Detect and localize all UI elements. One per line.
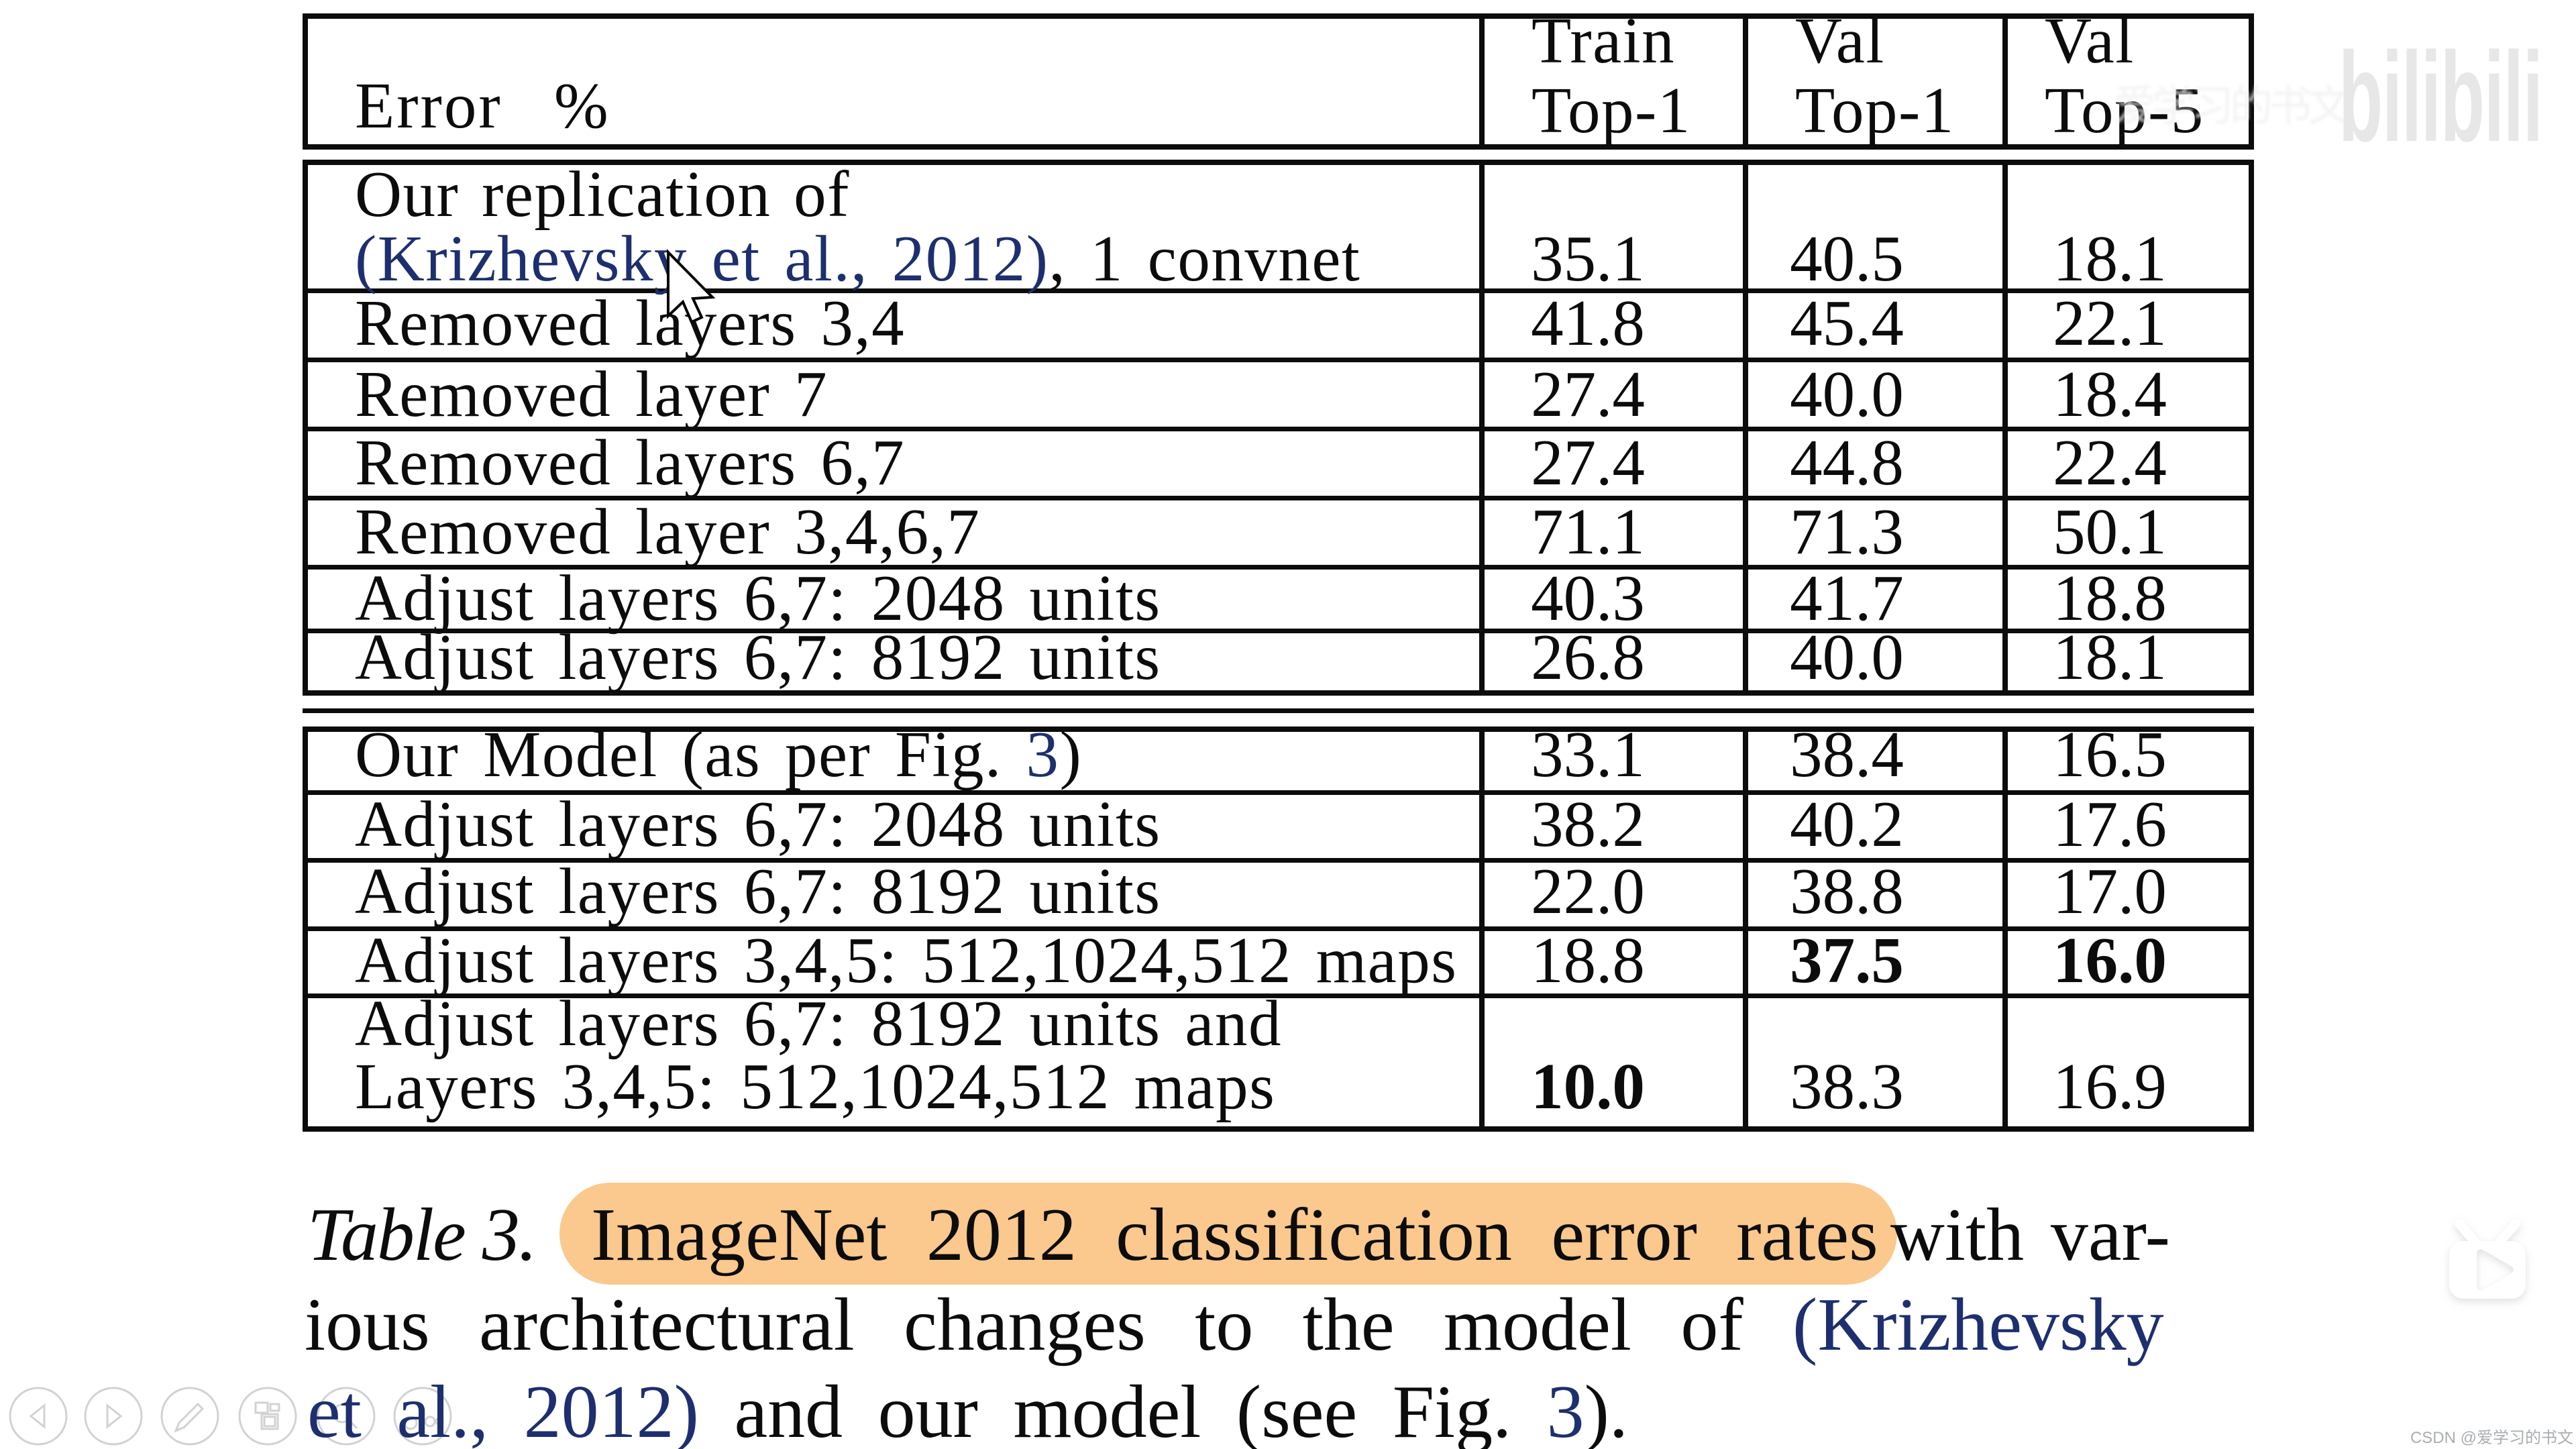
svg-text:27.4: 27.4: [1531, 358, 1645, 430]
svg-text:45.4: 45.4: [1790, 287, 1904, 359]
svg-text:Removed layer 7: Removed layer 7: [355, 358, 828, 430]
svg-text:50.1: 50.1: [2053, 496, 2167, 568]
svg-text:22.1: 22.1: [2053, 287, 2167, 359]
svg-text:Layers 3,4,5: 512,1024,512 map: Layers 3,4,5: 512,1024,512 maps: [355, 1051, 1275, 1122]
svg-text:16.5: 16.5: [2053, 718, 2167, 790]
svg-text:Adjust layers 6,7: 2048 units: Adjust layers 6,7: 2048 units: [355, 788, 1161, 860]
svg-text:Removed layers 3,4: Removed layers 3,4: [355, 287, 905, 359]
svg-text:44.8: 44.8: [1790, 427, 1904, 498]
svg-text:37.5: 37.5: [1790, 924, 1904, 996]
svg-text:18.4: 18.4: [2053, 358, 2167, 430]
svg-text:22.4: 22.4: [2053, 427, 2167, 498]
svg-text:33.1: 33.1: [1531, 718, 1645, 790]
svg-text:Top-5: Top-5: [2045, 74, 2204, 146]
svg-text:CSDN @爱学习的书文: CSDN @爱学习的书文: [2410, 1429, 2573, 1447]
svg-text:Train: Train: [1532, 5, 1675, 76]
svg-text:bilibili: bilibili: [2339, 25, 2542, 168]
svg-text:40.0: 40.0: [1790, 621, 1904, 693]
svg-text:Adjust layers 6,7: 8192 units: Adjust layers 6,7: 8192 units: [355, 855, 1161, 927]
svg-text:Val: Val: [2045, 5, 2135, 76]
svg-text:17.0: 17.0: [2053, 855, 2167, 927]
svg-text:Adjust layers 6,7: 2048 units: Adjust layers 6,7: 2048 units: [355, 562, 1161, 634]
svg-text:35.1: 35.1: [1531, 223, 1645, 294]
svg-text:40.5: 40.5: [1790, 223, 1904, 294]
svg-text:26.8: 26.8: [1531, 621, 1645, 693]
svg-text:with var-: with var-: [1890, 1193, 2170, 1277]
svg-text:16.9: 16.9: [2053, 1051, 2167, 1122]
svg-text:Top-1: Top-1: [1795, 74, 1955, 146]
svg-text:40.3: 40.3: [1531, 562, 1645, 634]
svg-text:Error %: Error %: [355, 70, 610, 142]
svg-text:38.2: 38.2: [1531, 788, 1645, 860]
svg-text:41.8: 41.8: [1531, 287, 1645, 359]
svg-text:18.1: 18.1: [2053, 223, 2167, 294]
svg-text:ImageNet 2012 classification e: ImageNet 2012 classification error rates: [591, 1193, 1878, 1277]
svg-text:71.3: 71.3: [1790, 496, 1904, 568]
svg-text:38.8: 38.8: [1790, 855, 1904, 927]
svg-text:38.4: 38.4: [1790, 718, 1904, 790]
svg-text:18.1: 18.1: [2053, 621, 2167, 693]
svg-text:40.2: 40.2: [1790, 788, 1904, 860]
svg-text:38.3: 38.3: [1790, 1051, 1904, 1122]
svg-text:et al., 2012) and our model (s: et al., 2012) and our model (see Fig. 3)…: [307, 1371, 1628, 1449]
svg-text:17.6: 17.6: [2053, 788, 2167, 860]
svg-text:Adjust layers 3,4,5: 512,1024,: Adjust layers 3,4,5: 512,1024,512 maps: [355, 924, 1458, 996]
svg-text:Adjust layers 6,7: 8192 units: Adjust layers 6,7: 8192 units: [355, 621, 1161, 693]
svg-text:Our replication of: Our replication of: [355, 158, 850, 230]
svg-text:爱学习的书文: 爱学习的书文: [2113, 82, 2349, 130]
svg-text:71.1: 71.1: [1531, 496, 1645, 568]
svg-text:Val: Val: [1795, 5, 1885, 76]
svg-text:Table 3.: Table 3.: [307, 1193, 536, 1277]
svg-text:Removed layer 3,4,6,7: Removed layer 3,4,6,7: [355, 496, 980, 568]
svg-text:Our Model (as per Fig. 3): Our Model (as per Fig. 3): [355, 718, 1082, 790]
svg-text:Adjust layers 6,7: 8192 units: Adjust layers 6,7: 8192 units and: [355, 987, 1282, 1059]
svg-text:18.8: 18.8: [2053, 562, 2167, 634]
svg-text:(Krizhevsky et al., 2012), 1 c: (Krizhevsky et al., 2012), 1 convnet: [355, 223, 1360, 294]
svg-text:18.8: 18.8: [1531, 924, 1645, 996]
svg-text:16.0: 16.0: [2053, 924, 2167, 996]
svg-text:27.4: 27.4: [1531, 427, 1645, 498]
svg-text:Removed layers 6,7: Removed layers 6,7: [355, 427, 905, 498]
svg-text:40.0: 40.0: [1790, 358, 1904, 430]
svg-text:41.7: 41.7: [1790, 562, 1904, 634]
svg-text:10.0: 10.0: [1531, 1051, 1645, 1122]
svg-text:22.0: 22.0: [1531, 855, 1645, 927]
svg-text:Top-1: Top-1: [1532, 74, 1691, 146]
svg-text:ious architectural changes to: ious architectural changes to the model …: [305, 1283, 2164, 1366]
